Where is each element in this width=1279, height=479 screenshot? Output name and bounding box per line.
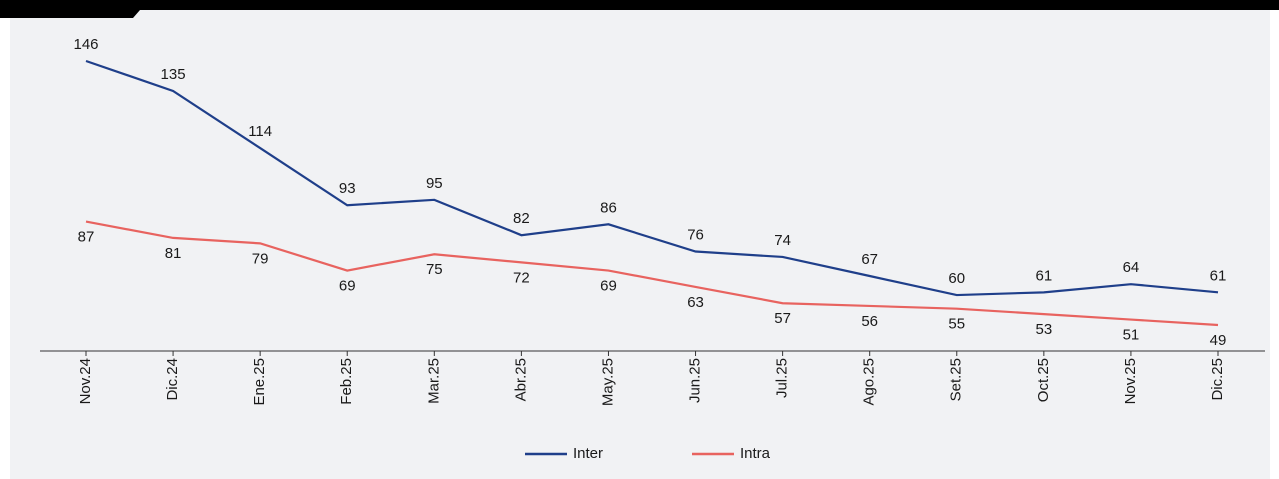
data-label: 64: [1123, 259, 1140, 276]
data-label: 135: [161, 66, 186, 83]
x-tick-label: Set.25: [948, 358, 965, 401]
data-label: 146: [73, 36, 98, 53]
x-tick-label: Ene.25: [251, 358, 268, 406]
data-label: 60: [948, 270, 965, 287]
series-line: [85, 220, 1219, 327]
data-label: 87: [78, 229, 95, 246]
x-tick-label: Oct.25: [1035, 358, 1052, 402]
plot-background: [10, 10, 1270, 479]
x-tick-label: Jul.25: [774, 358, 791, 398]
data-label: 76: [687, 226, 704, 243]
data-label: 56: [861, 313, 878, 330]
data-label: 82: [513, 210, 530, 227]
legend-label: Intra: [740, 445, 771, 462]
data-label: 86: [600, 199, 617, 216]
x-tick-label: May.25: [599, 358, 616, 406]
data-label: 53: [1036, 321, 1053, 338]
data-label: 79: [252, 250, 269, 267]
data-label: 63: [687, 294, 704, 311]
x-tick-label: Ago.25: [861, 358, 878, 406]
x-tick-label: Jun.25: [687, 358, 704, 403]
x-tick-label: Mar.25: [425, 358, 442, 404]
header-bar: [0, 0, 1279, 18]
data-label: 74: [774, 232, 791, 249]
data-label: 57: [774, 310, 791, 327]
data-label: 72: [513, 269, 530, 286]
data-label: 61: [1210, 267, 1227, 284]
data-label: 55: [948, 316, 965, 333]
data-label: 67: [861, 251, 878, 268]
data-label: 69: [339, 278, 356, 295]
data-label: 93: [339, 180, 356, 197]
data-label: 114: [248, 123, 272, 140]
data-label: 49: [1210, 332, 1227, 349]
legend-label: Inter: [573, 445, 603, 462]
x-tick-label: Dic.25: [1209, 358, 1226, 401]
x-tick-label: Nov.25: [1122, 358, 1139, 404]
data-label: 61: [1036, 267, 1053, 284]
x-tick-label: Dic.24: [164, 358, 181, 401]
series-line: [85, 59, 1219, 297]
data-label: 51: [1123, 327, 1140, 344]
x-tick-label: Nov.24: [77, 358, 94, 404]
data-label: 95: [426, 175, 443, 192]
data-label: 69: [600, 278, 617, 295]
data-label: 81: [165, 245, 182, 262]
x-tick-label: Feb.25: [338, 358, 355, 405]
data-label: 75: [426, 261, 443, 278]
x-tick-label: Abr.25: [512, 358, 529, 401]
